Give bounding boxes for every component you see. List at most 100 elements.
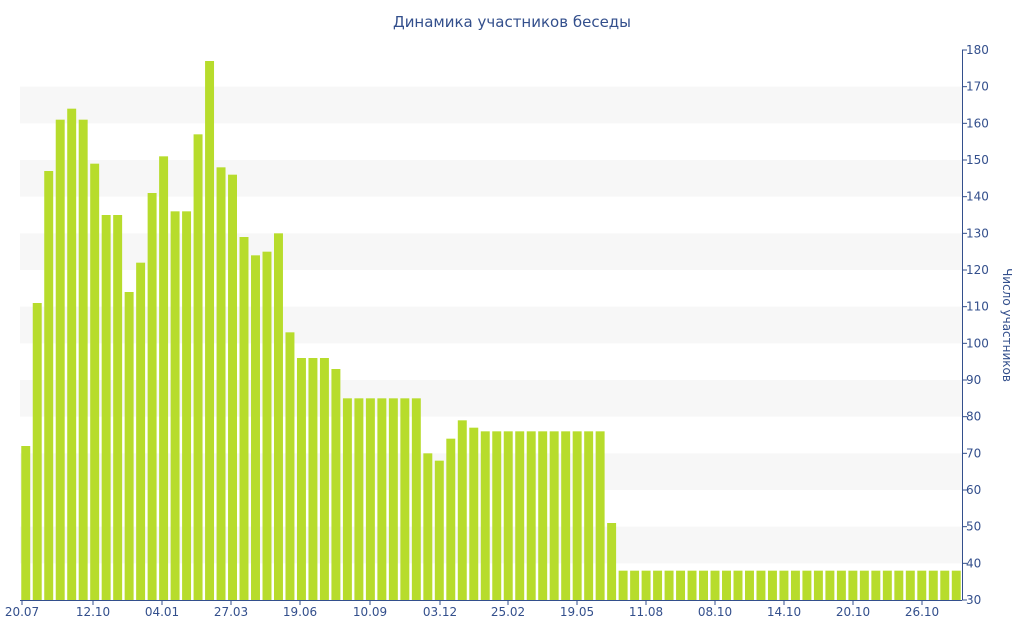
bar — [67, 108, 77, 601]
bar — [641, 570, 651, 600]
y-tick-label: 50 — [966, 520, 981, 534]
bar — [699, 570, 708, 600]
bar — [457, 420, 467, 600]
y-tick-label: 140 — [966, 190, 989, 204]
bar — [342, 398, 352, 600]
bar — [136, 262, 146, 600]
bar — [722, 570, 731, 600]
bar — [618, 570, 628, 600]
bar — [526, 431, 536, 600]
bar — [492, 431, 502, 600]
y-tick-label: 180 — [966, 43, 989, 57]
bar — [676, 570, 686, 600]
bar — [228, 174, 237, 601]
bar — [549, 431, 559, 600]
bar — [90, 163, 100, 601]
y-tick-label: 80 — [966, 410, 981, 424]
y-tick-label: 120 — [966, 263, 989, 277]
x-tick-label: 19.05 — [560, 605, 594, 619]
y-tick-label: 90 — [966, 373, 981, 387]
y-tick-label: 70 — [966, 446, 981, 460]
chart-title: Динамика участников беседы — [392, 13, 632, 31]
bar — [825, 570, 835, 600]
y-axis-title: Число участников — [1000, 268, 1014, 382]
bar — [584, 431, 594, 600]
bar — [400, 398, 410, 600]
bar — [434, 460, 444, 600]
bar — [687, 570, 697, 600]
x-tick-label: 20.10 — [836, 605, 870, 619]
y-tick-label: 30 — [966, 593, 981, 607]
bar — [124, 292, 134, 600]
bar — [790, 570, 800, 600]
x-tick-label: 20.07 — [5, 605, 39, 619]
bar — [319, 358, 329, 600]
y-tick-label: 170 — [966, 80, 989, 94]
bar — [561, 431, 571, 600]
x-tick-label: 03.12 — [423, 605, 457, 619]
y-tick-label: 40 — [966, 556, 981, 570]
bar — [894, 570, 904, 600]
bar — [423, 453, 433, 600]
bar — [572, 431, 582, 600]
x-tick-label: 11.08 — [629, 605, 663, 619]
bar — [44, 171, 54, 600]
bar — [940, 570, 950, 600]
bar — [767, 570, 777, 600]
y-tick-label: 130 — [966, 226, 989, 240]
bar — [354, 398, 364, 600]
bar — [101, 215, 111, 600]
bar — [928, 570, 938, 600]
bar — [274, 233, 283, 600]
bar — [21, 446, 31, 600]
bar — [882, 570, 892, 600]
bar — [78, 119, 88, 601]
bar — [630, 570, 640, 600]
bar — [848, 570, 858, 600]
bar — [836, 570, 846, 600]
x-tick-label: 27.03 — [214, 605, 248, 619]
bar — [251, 255, 260, 600]
x-tick-label: 26.10 — [905, 605, 939, 619]
bar — [377, 398, 387, 600]
bar — [917, 570, 927, 600]
bar — [469, 427, 479, 600]
bar — [733, 570, 743, 600]
bar — [159, 156, 169, 600]
y-tick-label: 160 — [966, 116, 989, 130]
bar — [859, 570, 869, 600]
bar — [653, 570, 663, 600]
bar — [779, 570, 789, 600]
bar — [285, 332, 295, 600]
bar — [216, 167, 226, 600]
bar — [905, 570, 915, 600]
x-tick-label: 08.10 — [698, 605, 732, 619]
x-tick-label: 25.02 — [491, 605, 525, 619]
bar — [538, 431, 548, 600]
bar — [331, 369, 341, 600]
bar — [802, 570, 812, 600]
grid-band — [20, 86, 962, 124]
bar — [664, 570, 674, 600]
bar — [193, 134, 203, 600]
bar — [388, 398, 398, 600]
x-tick-label: 04.01 — [145, 605, 179, 619]
y-tick-label: 150 — [966, 153, 989, 167]
bar — [951, 570, 961, 600]
bar — [55, 119, 65, 601]
x-tick-label: 14.10 — [767, 605, 801, 619]
bar — [411, 398, 421, 600]
bar — [503, 431, 513, 600]
bar — [710, 570, 720, 600]
x-tick-label: 12.10 — [76, 605, 110, 619]
y-tick-label: 110 — [966, 300, 989, 314]
bar — [446, 438, 456, 600]
bar — [756, 570, 766, 600]
grid-band — [20, 160, 962, 197]
bar — [745, 570, 754, 600]
bar — [113, 215, 123, 600]
bar — [480, 431, 490, 600]
x-tick-label: 19.06 — [283, 605, 317, 619]
bar — [813, 570, 823, 600]
